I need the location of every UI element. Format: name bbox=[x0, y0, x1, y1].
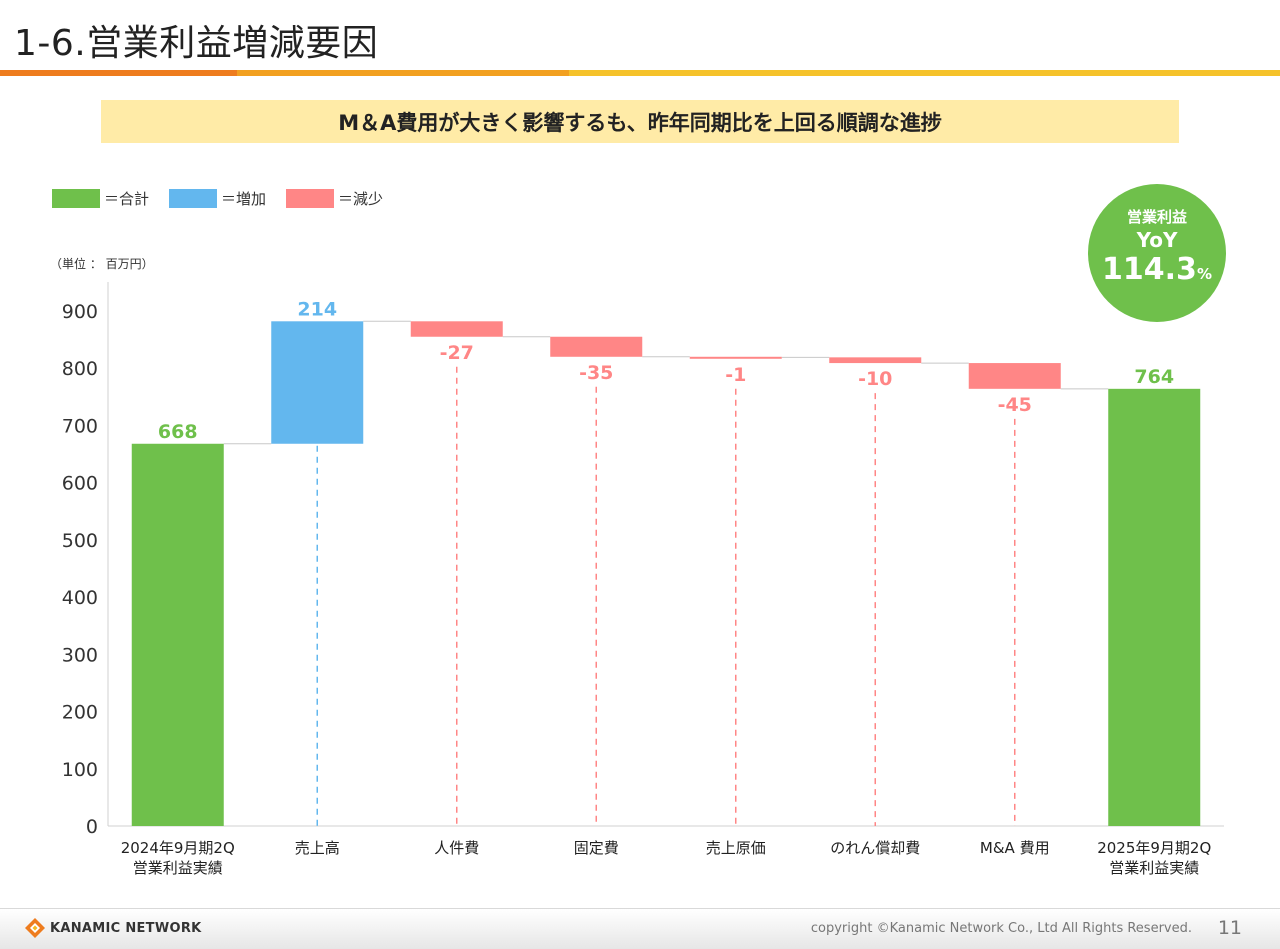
yoy-unit: % bbox=[1196, 265, 1212, 283]
y-tick-label: 700 bbox=[62, 415, 98, 437]
bar-increase bbox=[271, 321, 364, 444]
y-tick-label: 300 bbox=[62, 644, 98, 666]
y-tick-label: 400 bbox=[62, 587, 98, 609]
footer-band bbox=[0, 908, 1280, 949]
y-tick-label: 600 bbox=[62, 473, 98, 495]
legend-label-increase: ＝増加 bbox=[221, 190, 267, 208]
data-label: -10 bbox=[858, 368, 892, 390]
bar-decrease bbox=[550, 336, 643, 357]
y-tick-label: 0 bbox=[86, 816, 98, 838]
category-label: M&A 費用 bbox=[980, 839, 1050, 857]
legend-swatch-decrease bbox=[286, 189, 335, 208]
waterfall-chart: 0 100 200 300 400 500 600 700 800 900 668 2024年9月期2… bbox=[62, 282, 1224, 877]
logo-mark-icon bbox=[25, 918, 45, 938]
yoy-sub: YoY bbox=[1136, 228, 1178, 252]
yoy-label: 営業利益 bbox=[1126, 208, 1187, 226]
legend: ＝合計 ＝増加 ＝減少 bbox=[52, 188, 403, 209]
yoy-number: 114.3 bbox=[1102, 252, 1197, 287]
yoy-badge: 営業利益 YoY 114.3% bbox=[1088, 184, 1226, 322]
legend-swatch-increase bbox=[169, 189, 218, 208]
bar-decrease bbox=[410, 321, 503, 337]
category-label: のれん償却費 bbox=[830, 839, 920, 857]
y-tick-label: 900 bbox=[62, 301, 98, 323]
legend-item-increase: ＝増加 bbox=[169, 188, 266, 209]
bar-total bbox=[131, 443, 224, 826]
y-tick-label: 500 bbox=[62, 530, 98, 552]
category-label: 2024年9月期2Q bbox=[121, 839, 235, 857]
company-logo: KANAMIC NETWORK bbox=[24, 917, 202, 939]
bar-total bbox=[1108, 388, 1201, 826]
unit-label: （単位 ： 百万円） bbox=[50, 257, 154, 271]
data-label: -35 bbox=[579, 362, 613, 384]
headline-text: M＆A費用が大きく影響するも、昨年同期比を上回る順調な進捗 bbox=[338, 110, 942, 135]
copyright-text: copyright ©Kanamic Network Co., Ltd All … bbox=[810, 921, 1192, 936]
category-label: 営業利益実績 bbox=[1109, 859, 1199, 877]
headline-box: M＆A費用が大きく影響するも、昨年同期比を上回る順調な進捗 bbox=[101, 100, 1179, 143]
data-label: -1 bbox=[725, 364, 746, 386]
legend-label-decrease: ＝減少 bbox=[338, 190, 384, 208]
category-label: 人件費 bbox=[434, 839, 479, 857]
y-tick-label: 200 bbox=[62, 702, 98, 724]
y-tick-label: 800 bbox=[62, 358, 98, 380]
bar-decrease bbox=[829, 357, 922, 364]
category-label: 2025年9月期2Q bbox=[1097, 839, 1211, 857]
bar-decrease bbox=[689, 356, 782, 359]
data-label: -27 bbox=[440, 342, 474, 364]
data-label: 668 bbox=[158, 421, 198, 443]
data-label: -45 bbox=[998, 394, 1032, 416]
page-title: 1-6.営業利益増減要因 bbox=[14, 23, 379, 64]
legend-label-total: ＝合計 bbox=[104, 190, 150, 208]
data-label: 214 bbox=[297, 298, 337, 320]
category-label: 売上原価 bbox=[706, 839, 766, 857]
page-number: 11 bbox=[1217, 917, 1242, 939]
bar-decrease bbox=[968, 363, 1061, 389]
legend-item-total: ＝合計 bbox=[52, 188, 149, 209]
logo-text: KANAMIC NETWORK bbox=[50, 920, 202, 936]
data-label: 764 bbox=[1134, 366, 1174, 388]
category-label: 売上高 bbox=[295, 839, 340, 857]
yoy-value: 114.3% bbox=[1088, 252, 1226, 287]
category-label: 固定費 bbox=[574, 839, 619, 857]
y-tick-label: 100 bbox=[62, 759, 98, 781]
legend-swatch-total bbox=[52, 189, 100, 208]
legend-item-decrease: ＝減少 bbox=[286, 188, 383, 209]
category-label: 営業利益実績 bbox=[133, 859, 223, 877]
title-rule bbox=[0, 70, 1280, 76]
